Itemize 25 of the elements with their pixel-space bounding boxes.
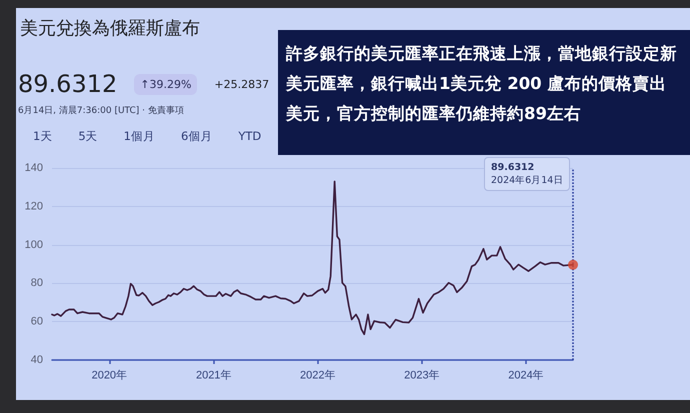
annotation: 89.6312 bbox=[491, 162, 534, 173]
text: +25.2837 bbox=[214, 78, 270, 90]
tooltip-card: 89.6312 2024年6月14日 bbox=[484, 157, 570, 191]
chart-title: 美元兌換為俄羅斯盧布 bbox=[20, 17, 200, 40]
text: 89.6312 bbox=[18, 70, 118, 98]
text: YTD bbox=[238, 129, 262, 144]
x-tick-label: 2023年 bbox=[404, 370, 440, 382]
y-tick-label: 120 bbox=[24, 200, 43, 212]
text: 6月14日, 清晨7:36:00 [UTC] · 免責事項 bbox=[18, 104, 184, 117]
y-tick-label: 140 bbox=[24, 162, 43, 174]
text: 1個月 bbox=[124, 129, 155, 144]
change-badge: ↑39.29% bbox=[134, 74, 198, 94]
text: 6個月 bbox=[180, 129, 212, 144]
note-panel: 許多銀行的美元匯率正在飛速上漲，當地銀行設定新美元匯率，銀行喊出1美元兌 200 盧布的價格賣出美元，官方控制的匯率仍維持約89左右 bbox=[278, 30, 690, 155]
ref-line-label: 2024年6月14日 bbox=[491, 175, 564, 186]
y-tick-label: 40 bbox=[30, 354, 43, 366]
y-tick-label: 100 bbox=[24, 238, 43, 251]
x-tick-label: 2022年 bbox=[300, 370, 336, 382]
text: 1天 bbox=[33, 129, 52, 144]
y-tick-label: 80 bbox=[30, 277, 43, 290]
y-tick-label: 60 bbox=[30, 316, 43, 328]
text: 5天 bbox=[78, 129, 98, 144]
x-tick-label: 2020年 bbox=[92, 370, 128, 382]
x-tick-label: 2021年 bbox=[196, 370, 232, 382]
x-tick-label: 2024年 bbox=[508, 370, 544, 382]
